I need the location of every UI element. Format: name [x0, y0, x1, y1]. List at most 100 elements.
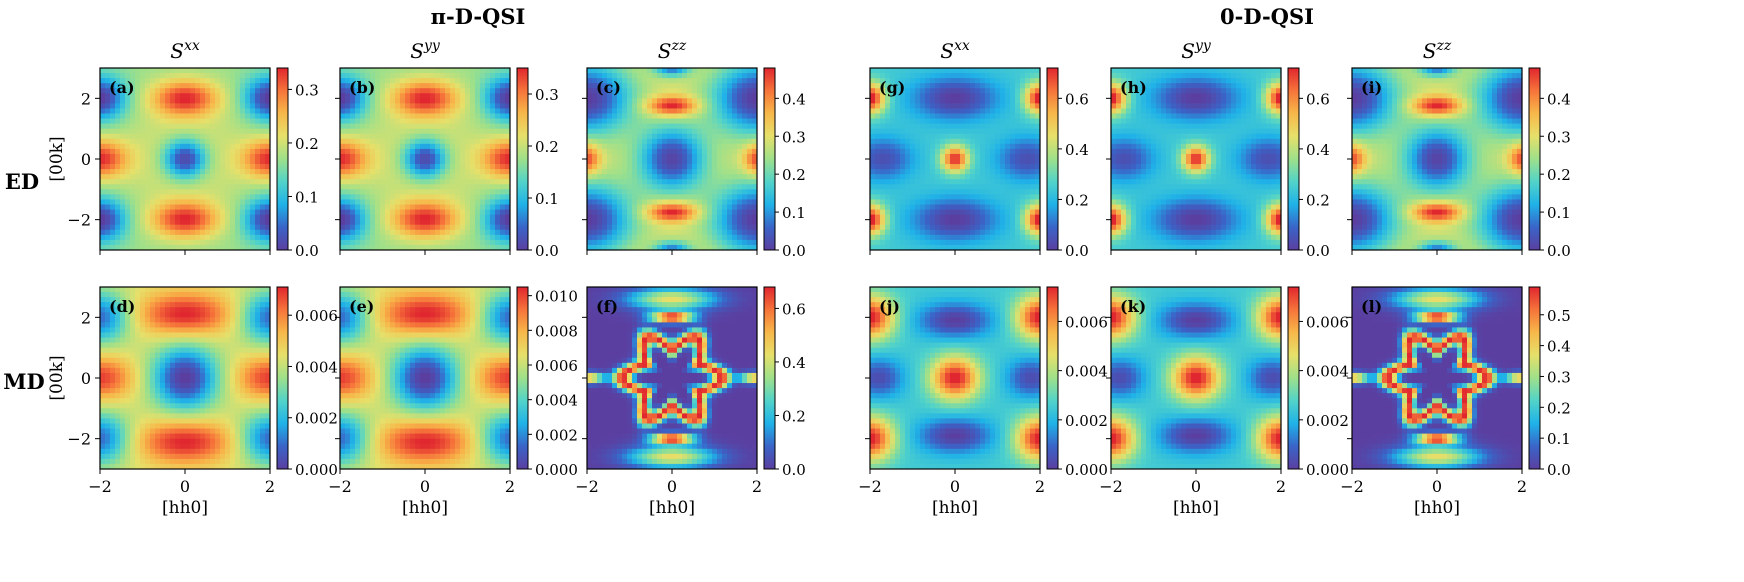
- heatmap-cell: [180, 118, 186, 125]
- heatmap-cell: [920, 224, 926, 231]
- heatmap-cell: [460, 204, 466, 211]
- heatmap-cell: [455, 103, 461, 110]
- heatmap-cell: [235, 73, 241, 79]
- heatmap-cell: [370, 78, 376, 84]
- heatmap-cell: [692, 138, 698, 145]
- heatmap-cell: [105, 189, 111, 195]
- heatmap-cell: [752, 234, 757, 241]
- panel-b: (b)0.00.10.20.3: [335, 67, 559, 260]
- heatmap-cell: [632, 189, 638, 195]
- heatmap-cell: [215, 88, 221, 94]
- heatmap-cell: [697, 103, 703, 110]
- heatmap-cell: [130, 123, 136, 130]
- heatmap-cell: [390, 88, 396, 94]
- heatmap-cell: [415, 78, 421, 84]
- heatmap-cell: [692, 159, 698, 165]
- heatmap-cell: [100, 83, 106, 89]
- heatmap-cell: [485, 194, 491, 201]
- heatmap-cell: [930, 68, 936, 74]
- heatmap-cell: [955, 219, 961, 226]
- heatmap-cell: [1010, 159, 1016, 165]
- heatmap-cell: [215, 169, 221, 175]
- heatmap-cell: [380, 179, 386, 185]
- heatmap-cell: [940, 194, 946, 201]
- heatmap-cell: [880, 83, 886, 89]
- heatmap-cell: [637, 204, 643, 211]
- heatmap-cell: [115, 194, 121, 201]
- heatmap-cell: [890, 133, 896, 140]
- heatmap-cell: [875, 143, 881, 150]
- heatmap-cell: [880, 153, 886, 160]
- heatmap-cell: [110, 148, 116, 155]
- heatmap-cell: [1030, 239, 1036, 246]
- heatmap-cell: [430, 169, 436, 175]
- heatmap-cell: [180, 98, 186, 104]
- heatmap-cell: [950, 209, 956, 216]
- heatmap-cell: [707, 244, 713, 250]
- heatmap-cell: [1020, 164, 1026, 170]
- heatmap-cell: [692, 133, 698, 140]
- heatmap-cell: [597, 68, 603, 74]
- heatmap-cell: [485, 214, 491, 221]
- heatmap-cell: [885, 229, 891, 236]
- heatmap-cell: [682, 244, 688, 250]
- heatmap-cell: [970, 184, 976, 190]
- heatmap-cell: [642, 133, 648, 140]
- heatmap-cell: [160, 229, 166, 236]
- heatmap-cell: [245, 239, 251, 246]
- heatmap-cell: [490, 78, 496, 84]
- heatmap-cell: [495, 224, 501, 231]
- heatmap-cell: [1035, 204, 1040, 211]
- heatmap-cell: [717, 184, 723, 190]
- heatmap-cell: [220, 143, 226, 150]
- heatmap-cell: [385, 219, 391, 226]
- heatmap-cell: [612, 128, 618, 135]
- heatmap-cell: [100, 123, 106, 130]
- heatmap-cell: [975, 103, 981, 110]
- heatmap-cell: [185, 244, 191, 250]
- heatmap-cell: [682, 98, 688, 104]
- heatmap-cell: [717, 88, 723, 94]
- heatmap-cell: [895, 108, 901, 115]
- heatmap-cell: [220, 174, 226, 180]
- heatmap-cell: [587, 148, 593, 155]
- heatmap-cell: [642, 88, 648, 94]
- heatmap-cell: [350, 184, 356, 190]
- heatmap-cell: [425, 179, 431, 185]
- heatmap-cell: [185, 143, 191, 150]
- heatmap-cell: [1020, 194, 1026, 201]
- heatmap-cell: [1015, 224, 1021, 231]
- heatmap-cell: [637, 174, 643, 180]
- heatmap-cell: [160, 138, 166, 145]
- heatmap-cell: [155, 204, 161, 211]
- heatmap-cell: [180, 204, 186, 211]
- heatmap-cell: [970, 128, 976, 135]
- heatmap-cell: [230, 159, 236, 165]
- heatmap-cell: [980, 113, 986, 120]
- heatmap-cell: [395, 118, 401, 125]
- heatmap-cell: [470, 214, 476, 221]
- heatmap-cell: [475, 244, 481, 250]
- heatmap-cell: [110, 219, 116, 226]
- heatmap-cell: [390, 229, 396, 236]
- heatmap-cell: [205, 199, 211, 206]
- heatmap-cell: [752, 73, 757, 79]
- heatmap-cell: [490, 194, 496, 201]
- heatmap-cell: [185, 204, 191, 211]
- heatmap-cell: [120, 204, 126, 211]
- heatmap-cell: [672, 103, 678, 110]
- heatmap-cell: [465, 189, 471, 195]
- heatmap-cell: [240, 229, 246, 236]
- heatmap-cell: [495, 199, 501, 206]
- heatmap-cell: [627, 174, 633, 180]
- heatmap-cell: [697, 204, 703, 211]
- heatmap-cell: [505, 159, 510, 165]
- heatmap-cell: [265, 209, 270, 216]
- heatmap-cell: [165, 244, 171, 250]
- heatmap-cell: [747, 108, 753, 115]
- heatmap-cell: [1015, 113, 1021, 120]
- heatmap-cell: [195, 143, 201, 150]
- heatmap-cell: [722, 159, 728, 165]
- heatmap-cell: [662, 138, 668, 145]
- heatmap-cell: [480, 68, 486, 74]
